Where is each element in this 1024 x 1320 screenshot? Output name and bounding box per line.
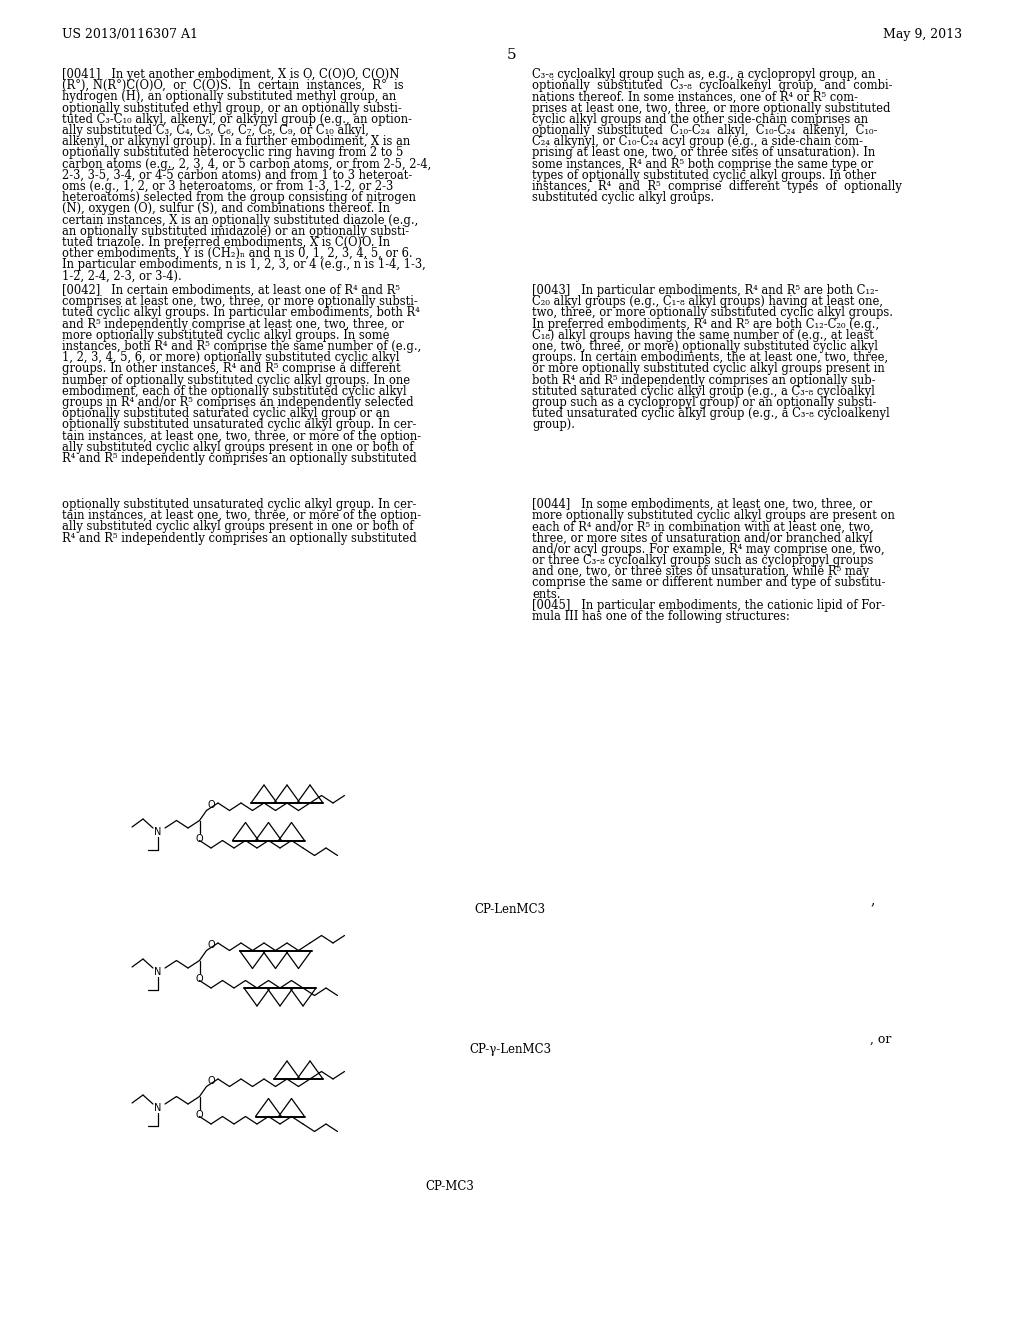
Text: 1-2, 2-4, 2-3, or 3-4).: 1-2, 2-4, 2-3, or 3-4). (62, 269, 181, 282)
Text: cyclic alkyl groups and the other side-chain comprises an: cyclic alkyl groups and the other side-c… (532, 112, 868, 125)
Text: optionally  substituted  C₁₀-C₂₄  alkyl,  C₁₀-C₂₄  alkenyl,  C₁₀-: optionally substituted C₁₀-C₂₄ alkyl, C₁… (532, 124, 878, 137)
Text: , or: , or (870, 1034, 891, 1045)
Text: C₃-₈ cycloalkyl group such as, e.g., a cyclopropyl group, an: C₃-₈ cycloalkyl group such as, e.g., a c… (532, 69, 876, 81)
Text: tain instances, at least one, two, three, or more of the option-: tain instances, at least one, two, three… (62, 510, 421, 523)
Text: 5: 5 (507, 48, 517, 62)
Text: N: N (155, 968, 162, 977)
Text: or more optionally substituted cyclic alkyl groups present in: or more optionally substituted cyclic al… (532, 363, 885, 375)
Text: CP-LenMC3: CP-LenMC3 (474, 903, 546, 916)
Text: C₁₈) alkyl groups having the same number of (e.g., at least: C₁₈) alkyl groups having the same number… (532, 329, 873, 342)
Text: C₂₄ alkynyl, or C₁₀-C₂₄ acyl group (e.g., a side-chain com-: C₂₄ alkynyl, or C₁₀-C₂₄ acyl group (e.g.… (532, 135, 863, 148)
Text: one, two, three, or more) optionally substituted cyclic alkyl: one, two, three, or more) optionally sub… (532, 341, 878, 352)
Text: an optionally substituted imidazole) or an optionally substi-: an optionally substituted imidazole) or … (62, 224, 410, 238)
Text: prises at least one, two, three, or more optionally substituted: prises at least one, two, three, or more… (532, 102, 891, 115)
Text: other embodiments, Y is (CH₂)ₙ and n is 0, 1, 2, 3, 4, 5, or 6.: other embodiments, Y is (CH₂)ₙ and n is … (62, 247, 413, 260)
Text: ally substituted cyclic alkyl groups present in one or both of: ally substituted cyclic alkyl groups pre… (62, 441, 414, 454)
Text: tuted cyclic alkyl groups. In particular embodiments, both R⁴: tuted cyclic alkyl groups. In particular… (62, 306, 420, 319)
Text: optionally substituted heterocyclic ring having from 2 to 5: optionally substituted heterocyclic ring… (62, 147, 403, 160)
Text: groups. In certain embodiments, the at least one, two, three,: groups. In certain embodiments, the at l… (532, 351, 888, 364)
Text: number of optionally substituted cyclic alkyl groups. In one: number of optionally substituted cyclic … (62, 374, 411, 387)
Text: N: N (155, 828, 162, 837)
Text: each of R⁴ and/or R⁵ in combination with at least one, two,: each of R⁴ and/or R⁵ in combination with… (532, 520, 873, 533)
Text: O: O (208, 1076, 215, 1085)
Text: [0044]   In some embodiments, at least one, two, three, or: [0044] In some embodiments, at least one… (532, 498, 872, 511)
Text: ents.: ents. (532, 587, 560, 601)
Text: comprises at least one, two, three, or more optionally substi-: comprises at least one, two, three, or m… (62, 296, 418, 308)
Text: O: O (196, 833, 204, 843)
Text: hydrogen (H), an optionally substituted methyl group, an: hydrogen (H), an optionally substituted … (62, 90, 396, 103)
Text: both R⁴ and R⁵ independently comprises an optionally sub-: both R⁴ and R⁵ independently comprises a… (532, 374, 876, 387)
Text: prising at least one, two, or three sites of unsaturation). In: prising at least one, two, or three site… (532, 147, 876, 160)
Text: CP-γ-LenMC3: CP-γ-LenMC3 (469, 1043, 551, 1056)
Text: three, or more sites of unsaturation and/or branched alkyl: three, or more sites of unsaturation and… (532, 532, 872, 545)
Text: optionally substituted unsaturated cyclic alkyl group. In cer-: optionally substituted unsaturated cycli… (62, 498, 417, 511)
Text: (N), oxygen (O), sulfur (S), and combinations thereof. In: (N), oxygen (O), sulfur (S), and combina… (62, 202, 390, 215)
Text: CP-MC3: CP-MC3 (426, 1180, 474, 1193)
Text: stituted saturated cyclic alkyl group (e.g., a C₃-₈ cycloalkyl: stituted saturated cyclic alkyl group (e… (532, 385, 874, 397)
Text: optionally substituted saturated cyclic alkyl group or an: optionally substituted saturated cyclic … (62, 407, 390, 420)
Text: groups in R⁴ and/or R⁵ comprises an independently selected: groups in R⁴ and/or R⁵ comprises an inde… (62, 396, 414, 409)
Text: R⁴ and R⁵ independently comprises an optionally substituted: R⁴ and R⁵ independently comprises an opt… (62, 532, 417, 545)
Text: ally substituted cyclic alkyl groups present in one or both of: ally substituted cyclic alkyl groups pre… (62, 520, 414, 533)
Text: embodiment, each of the optionally substituted cyclic alkyl: embodiment, each of the optionally subst… (62, 385, 407, 397)
Text: more optionally substituted cyclic alkyl groups. In some: more optionally substituted cyclic alkyl… (62, 329, 389, 342)
Text: and R⁵ independently comprise at least one, two, three, or: and R⁵ independently comprise at least o… (62, 318, 403, 330)
Text: mula III has one of the following structures:: mula III has one of the following struct… (532, 610, 790, 623)
Text: O: O (196, 1110, 204, 1119)
Text: optionally substituted ethyl group, or an optionally substi-: optionally substituted ethyl group, or a… (62, 102, 401, 115)
Text: substituted cyclic alkyl groups.: substituted cyclic alkyl groups. (532, 191, 715, 205)
Text: oms (e.g., 1, 2, or 3 heteroatoms, or from 1-3, 1-2, or 2-3: oms (e.g., 1, 2, or 3 heteroatoms, or fr… (62, 180, 393, 193)
Text: O: O (196, 974, 204, 983)
Text: heteroatoms) selected from the group consisting of nitrogen: heteroatoms) selected from the group con… (62, 191, 416, 205)
Text: [0043]   In particular embodiments, R⁴ and R⁵ are both C₁₂-: [0043] In particular embodiments, R⁴ and… (532, 284, 879, 297)
Text: comprise the same or different number and type of substitu-: comprise the same or different number an… (532, 577, 886, 590)
Text: and one, two, or three sites of unsaturation, while R⁵ may: and one, two, or three sites of unsatura… (532, 565, 869, 578)
Text: O: O (208, 800, 215, 809)
Text: [0045]   In particular embodiments, the cationic lipid of For-: [0045] In particular embodiments, the ca… (532, 599, 885, 611)
Text: N: N (155, 1104, 162, 1113)
Text: optionally  substituted  C₃-₈  cycloalkenyl  group,  and  combi-: optionally substituted C₃-₈ cycloalkenyl… (532, 79, 893, 92)
Text: two, three, or more optionally substituted cyclic alkyl groups.: two, three, or more optionally substitut… (532, 306, 893, 319)
Text: tuted triazole. In preferred embodiments, X is C(O)O. In: tuted triazole. In preferred embodiments… (62, 236, 390, 249)
Text: and/or acyl groups. For example, R⁴ may comprise one, two,: and/or acyl groups. For example, R⁴ may … (532, 543, 885, 556)
Text: May 9, 2013: May 9, 2013 (883, 28, 962, 41)
Text: nations thereof. In some instances, one of R⁴ or R⁵ com-: nations thereof. In some instances, one … (532, 90, 858, 103)
Text: ,: , (870, 894, 874, 907)
Text: O: O (208, 940, 215, 949)
Text: some instances, R⁴ and R⁵ both comprise the same type or: some instances, R⁴ and R⁵ both comprise … (532, 157, 873, 170)
Text: tuted C₃-C₁₀ alkyl, alkenyl, or alkynyl group (e.g., an option-: tuted C₃-C₁₀ alkyl, alkenyl, or alkynyl … (62, 112, 412, 125)
Text: more optionally substituted cyclic alkyl groups are present on: more optionally substituted cyclic alkyl… (532, 510, 895, 523)
Text: R⁴ and R⁵ independently comprises an optionally substituted: R⁴ and R⁵ independently comprises an opt… (62, 451, 417, 465)
Text: instances,  R⁴  and  R⁵  comprise  different  types  of  optionally: instances, R⁴ and R⁵ comprise different … (532, 180, 902, 193)
Text: 1, 2, 3, 4, 5, 6, or more) optionally substituted cyclic alkyl: 1, 2, 3, 4, 5, 6, or more) optionally su… (62, 351, 399, 364)
Text: [0042]   In certain embodiments, at least one of R⁴ and R⁵: [0042] In certain embodiments, at least … (62, 284, 400, 297)
Text: or three C₃-₈ cycloalkyl groups such as cyclopropyl groups: or three C₃-₈ cycloalkyl groups such as … (532, 554, 873, 568)
Text: instances, both R⁴ and R⁵ comprise the same number of (e.g.,: instances, both R⁴ and R⁵ comprise the s… (62, 341, 421, 352)
Text: In preferred embodiments, R⁴ and R⁵ are both C₁₂-C₂₀ (e.g.,: In preferred embodiments, R⁴ and R⁵ are … (532, 318, 880, 330)
Text: ally substituted C₃, C₄, C₅, C₆, C₇, C₈, C₉, or C₁₀ alkyl,: ally substituted C₃, C₄, C₅, C₆, C₇, C₈,… (62, 124, 369, 137)
Text: group).: group). (532, 418, 575, 432)
Text: In particular embodiments, n is 1, 2, 3, or 4 (e.g., n is 1-4, 1-3,: In particular embodiments, n is 1, 2, 3,… (62, 259, 426, 272)
Text: certain instances, X is an optionally substituted diazole (e.g.,: certain instances, X is an optionally su… (62, 214, 418, 227)
Text: carbon atoms (e.g., 2, 3, 4, or 5 carbon atoms, or from 2-5, 2-4,: carbon atoms (e.g., 2, 3, 4, or 5 carbon… (62, 157, 431, 170)
Text: alkenyl, or alkynyl group). In a further embodiment, X is an: alkenyl, or alkynyl group). In a further… (62, 135, 411, 148)
Text: [0041]   In yet another embodiment, X is O, C(O)O, C(O)N: [0041] In yet another embodiment, X is O… (62, 69, 399, 81)
Text: 2-3, 3-5, 3-4, or 4-5 carbon atoms) and from 1 to 3 heteroat-: 2-3, 3-5, 3-4, or 4-5 carbon atoms) and … (62, 169, 413, 182)
Text: tuted unsaturated cyclic alkyl group (e.g., a C₃-₈ cycloalkenyl: tuted unsaturated cyclic alkyl group (e.… (532, 407, 890, 420)
Text: US 2013/0116307 A1: US 2013/0116307 A1 (62, 28, 198, 41)
Text: optionally substituted unsaturated cyclic alkyl group. In cer-: optionally substituted unsaturated cycli… (62, 418, 417, 432)
Text: (R°), N(R°)C(O)O,  or  C(O)S.  In  certain  instances,  R°  is: (R°), N(R°)C(O)O, or C(O)S. In certain i… (62, 79, 403, 92)
Text: groups. In other instances, R⁴ and R⁵ comprise a different: groups. In other instances, R⁴ and R⁵ co… (62, 363, 400, 375)
Text: types of optionally substituted cyclic alkyl groups. In other: types of optionally substituted cyclic a… (532, 169, 877, 182)
Text: C₂₀ alkyl groups (e.g., C₁-₈ alkyl groups) having at least one,: C₂₀ alkyl groups (e.g., C₁-₈ alkyl group… (532, 296, 883, 308)
Text: group such as a cyclopropyl group) or an optionally substi-: group such as a cyclopropyl group) or an… (532, 396, 877, 409)
Text: tain instances, at least one, two, three, or more of the option-: tain instances, at least one, two, three… (62, 429, 421, 442)
